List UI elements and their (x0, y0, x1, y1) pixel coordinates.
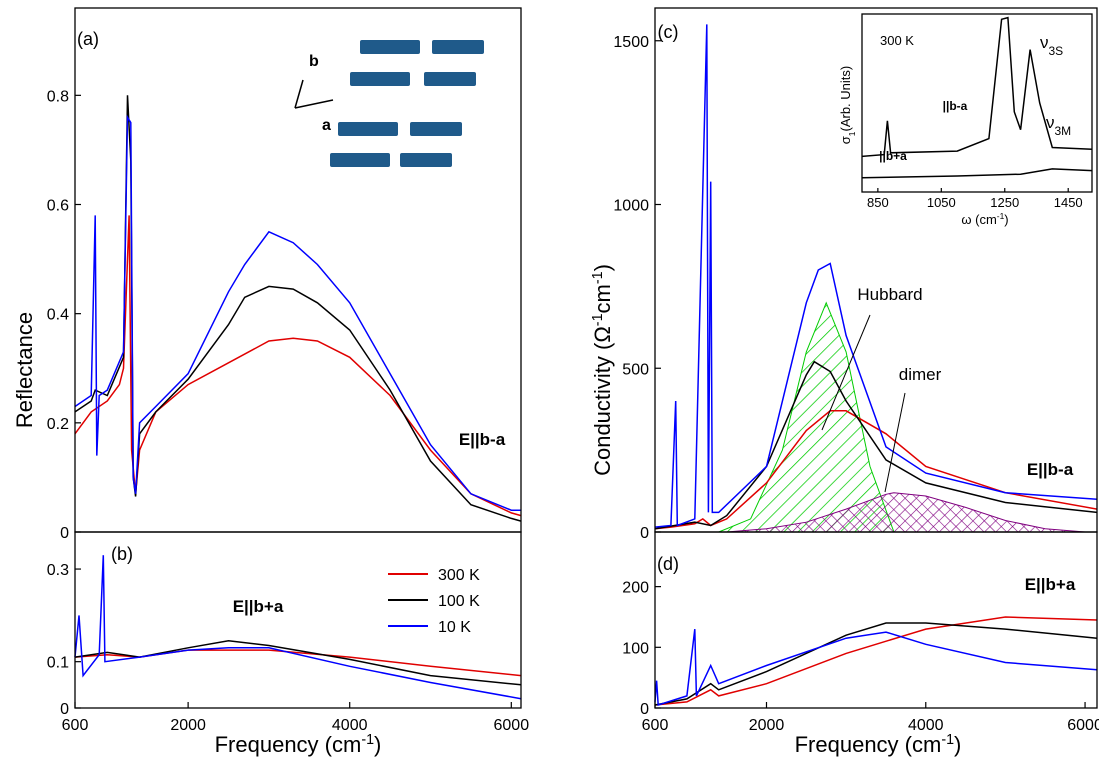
x-tick-label: 4000 (908, 717, 944, 734)
y-tick-label: 1500 (613, 34, 649, 51)
plot-frame (74, 7, 522, 533)
x-tick-label: 850 (867, 195, 889, 210)
x-tick-label: 2000 (170, 717, 206, 734)
x-tick-label: 2000 (749, 717, 785, 734)
x-axis-title: Frequency (cm-1) (795, 732, 962, 757)
series-line (654, 629, 1098, 707)
fit-arrow (821, 314, 871, 431)
series-line (74, 640, 522, 686)
y-axis-title: Conductivity (Ω-1cm-1) (590, 264, 615, 476)
annotation: E||b-a (1027, 460, 1074, 479)
y-tick-label: 100 (622, 640, 649, 657)
label-part: Frequency (cm (215, 732, 362, 757)
panel-label: (b) (111, 544, 133, 564)
y-tick-label: 0 (640, 701, 649, 718)
series-line (74, 95, 522, 522)
fit-label: Hubbard (857, 285, 922, 304)
legend-label: 300 K (438, 567, 480, 584)
axis-b-label: b (309, 53, 319, 70)
fit-area (718, 301, 895, 533)
annotation: E||b-a (459, 430, 506, 449)
series-line (654, 616, 1098, 706)
annotation: 300 K (880, 33, 914, 48)
x-tick-label: 6000 (1067, 717, 1099, 734)
legend-label: 100 K (438, 593, 480, 610)
fit-label: dimer (899, 365, 942, 384)
panel-label: (a) (77, 29, 99, 49)
series-line (74, 649, 522, 677)
label-part: -1 (941, 732, 954, 748)
y-tick-label: 200 (622, 580, 649, 597)
label-part: -1 (590, 313, 606, 326)
axis-a-label: a (322, 117, 331, 134)
y-tick-label: 0.4 (47, 307, 69, 324)
y-tick-label: 0.2 (47, 416, 69, 433)
plot-frame (861, 13, 1093, 193)
band-sub: 3M (1055, 124, 1072, 138)
label-part: -1 (361, 732, 374, 748)
series-label: ||b-a (943, 99, 968, 113)
inset-background (862, 14, 1092, 192)
series-line (654, 360, 1098, 530)
legend-label: 10 K (438, 619, 471, 636)
y-tick-label: 0.1 (47, 655, 69, 672)
series-line (861, 168, 1093, 179)
y-axis-title: Reflectance (12, 312, 37, 428)
crystal-diagram: b a (294, 40, 484, 167)
label-part: ) (1004, 212, 1008, 227)
y-tick-label: 0.6 (47, 198, 69, 215)
x-axis-title: ω (cm-1) (961, 211, 1008, 227)
x-tick-label: 600 (62, 717, 89, 734)
y-tick-label: 0 (60, 701, 69, 718)
annotation: E||b+a (233, 597, 284, 616)
plot-frame (74, 531, 522, 709)
band-symbol: ν (1040, 33, 1049, 52)
x-tick-label: 4000 (332, 717, 368, 734)
x-tick-label: 1050 (927, 195, 956, 210)
fit-area (726, 492, 1086, 533)
y-tick-label: 0.3 (47, 562, 69, 579)
label-part: cm (590, 284, 615, 313)
label-part: -1 (590, 271, 606, 284)
y-tick-label: 0 (640, 525, 649, 542)
panel-label: (c) (658, 22, 679, 42)
y-tick-label: 0 (60, 525, 69, 542)
label-part: ) (590, 264, 615, 271)
series-line (74, 114, 521, 511)
y-tick-label: 0.8 (47, 88, 69, 105)
annotation: E||b+a (1025, 575, 1076, 594)
label-part: Reflectance (12, 312, 37, 428)
label-part: -1 (997, 211, 1005, 221)
band-sub: 3S (1049, 44, 1064, 58)
label-part: 1 (847, 131, 857, 136)
band-label: ν3M (1046, 113, 1071, 138)
series-line (74, 215, 522, 517)
x-tick-label: 600 (642, 717, 669, 734)
y-axis-title: σ1(Arb. Units) (838, 66, 857, 144)
x-tick-label: 1250 (990, 195, 1019, 210)
series-line (654, 24, 1098, 528)
series-line (861, 16, 1093, 158)
y-tick-label: 1000 (613, 198, 649, 215)
label-part: ) (954, 732, 961, 757)
x-axis-title: Frequency (cm-1) (215, 732, 382, 757)
x-tick-label: 1450 (1054, 195, 1083, 210)
y-tick-label: 500 (622, 361, 649, 378)
panel-label: (d) (657, 554, 679, 574)
label-part: ) (374, 732, 381, 757)
label-part: ω (cm (961, 212, 996, 227)
label-part: (Arb. Units) (838, 66, 853, 132)
band-label: ν3S (1040, 33, 1063, 58)
fit-arrow (884, 392, 906, 493)
label-part: Frequency (cm (795, 732, 942, 757)
label-part: Conductivity (Ω (590, 326, 615, 476)
label-part: σ (838, 136, 853, 144)
series-line (74, 555, 522, 700)
x-tick-label: 6000 (494, 717, 530, 734)
series-label: ||b+a (879, 149, 907, 163)
band-symbol: ν (1046, 113, 1055, 132)
plot-frame (654, 531, 1098, 709)
